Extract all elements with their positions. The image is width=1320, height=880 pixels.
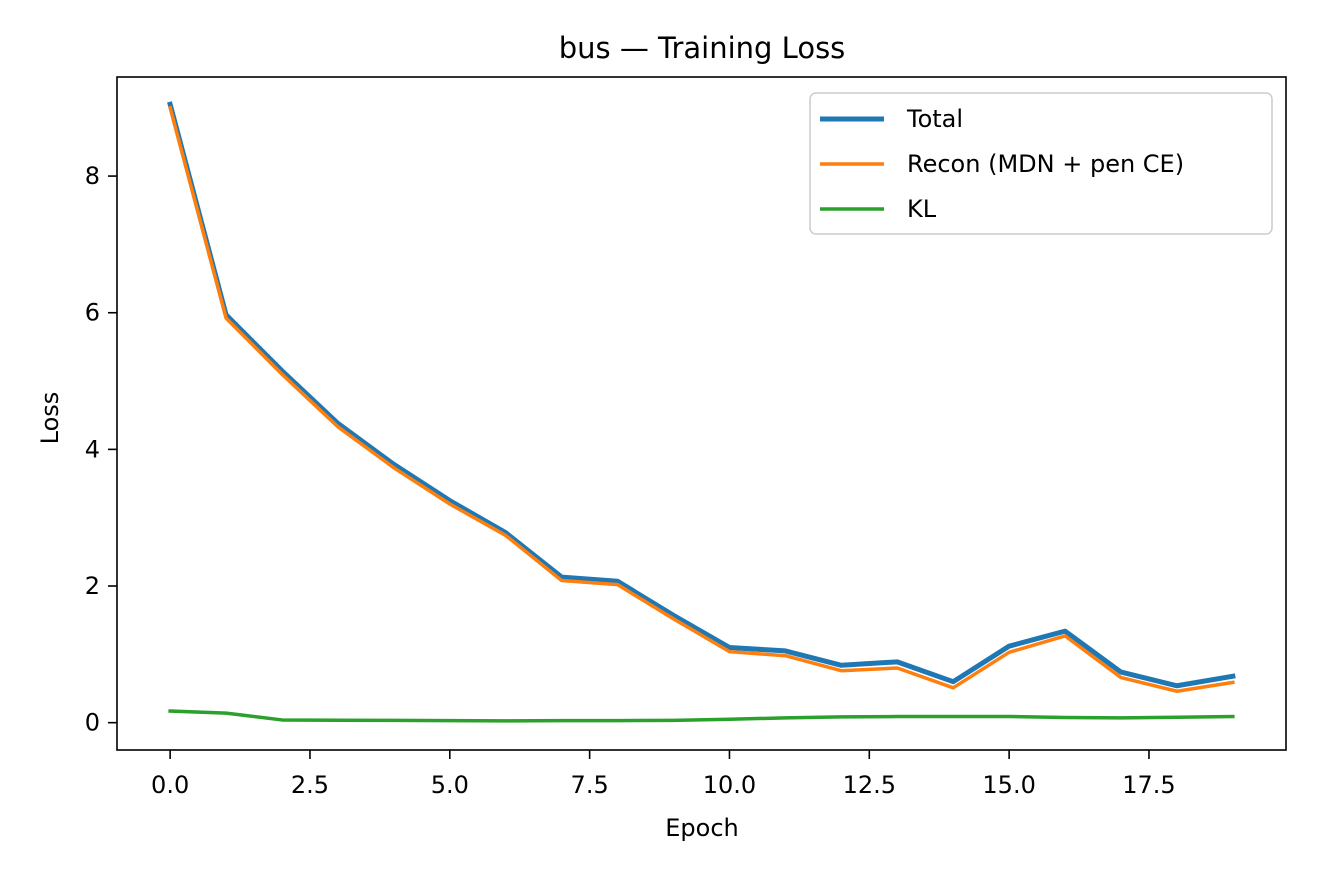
x-tick-label: 12.5: [843, 771, 896, 799]
y-tick-label: 4: [85, 435, 100, 463]
legend: Total Recon (MDN + pen CE) KL: [809, 92, 1273, 235]
x-tick-label: 15.0: [982, 771, 1035, 799]
y-axis: 0 2 4 6 8: [85, 162, 117, 737]
legend-box: [809, 92, 1273, 235]
y-tick-label: 8: [85, 162, 100, 190]
x-tick-label: 2.5: [291, 771, 329, 799]
chart-title: bus — Training Loss: [559, 31, 846, 65]
y-tick-label: 2: [85, 572, 100, 600]
x-tick-label: 5.0: [431, 771, 469, 799]
x-tick-label: 17.5: [1122, 771, 1175, 799]
legend-label: Recon (MDN + pen CE): [907, 150, 1184, 178]
y-tick-label: 6: [85, 299, 100, 327]
lines-layer: [167, 101, 1236, 723]
legend-label: Total: [906, 105, 963, 133]
y-tick-label: 0: [85, 709, 100, 737]
legend-label: KL: [907, 195, 937, 223]
x-tick-label: 0.0: [151, 771, 189, 799]
series-line-kl: [168, 709, 1235, 723]
x-tick-label: 7.5: [571, 771, 609, 799]
series-line-total: [167, 101, 1236, 689]
x-tick-label: 10.0: [703, 771, 756, 799]
x-axis: 0.0 2.5 5.0 7.5 10.0 12.5 15.0 17.5: [151, 750, 1176, 799]
y-axis-title: Loss: [36, 392, 64, 445]
plot-frame: [116, 76, 1287, 751]
series-line-recon-mdn-pen-ce: [167, 105, 1235, 693]
x-axis-title: Epoch: [665, 814, 739, 842]
